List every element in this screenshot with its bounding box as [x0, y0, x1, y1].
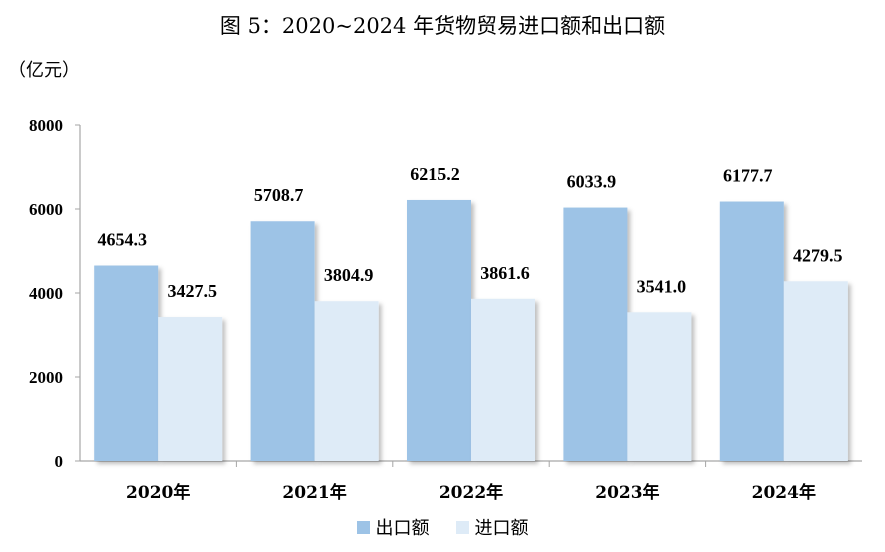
y-tick-label: 6000 [29, 200, 63, 219]
data-label-export: 5708.7 [254, 185, 304, 205]
x-tick-label: 2022年 [439, 482, 503, 503]
data-label-export: 6177.7 [723, 166, 773, 186]
data-label-export: 6215.2 [410, 164, 460, 184]
legend-swatch-export [356, 520, 370, 534]
legend-item-export: 出口额 [356, 514, 430, 540]
bar-export [407, 199, 471, 461]
bar-export [250, 221, 315, 461]
bar-import [783, 281, 848, 461]
x-tick-label: 2024年 [752, 482, 816, 503]
legend-item-import: 进口额 [455, 514, 529, 540]
x-tick-label: 2021年 [282, 482, 346, 503]
y-tick-label: 4000 [29, 284, 63, 303]
legend-swatch-import [455, 520, 469, 534]
bar-export [94, 265, 159, 461]
chart-title: 图 5：2020~2024 年货物贸易进口额和出口额 [219, 14, 666, 38]
bar-import [158, 317, 223, 461]
data-label-import: 3804.9 [324, 265, 374, 285]
data-label-export: 6033.9 [567, 172, 617, 192]
bar-import [627, 312, 692, 461]
bar-export [719, 201, 784, 461]
y-tick-label: 0 [55, 452, 64, 471]
x-tick-label: 2020年 [126, 482, 190, 503]
legend: 出口额 进口额 [0, 514, 885, 540]
bar-import [471, 298, 535, 461]
data-label-import: 4279.5 [793, 245, 843, 265]
legend-label-export: 出口额 [375, 518, 430, 539]
x-tick-label: 2023年 [595, 482, 659, 503]
data-label-export: 4654.3 [97, 230, 147, 250]
bar-export [563, 207, 628, 461]
data-label-import: 3427.5 [167, 281, 217, 301]
y-axis-unit-label: （亿元） [8, 60, 80, 81]
y-tick-label: 2000 [29, 368, 63, 387]
legend-label-import: 进口额 [474, 518, 529, 539]
bars-layer [94, 199, 848, 461]
data-labels-layer: 4654.3 3427.5 5708.7 3804.9 6215.2 3861.6 6033… [97, 164, 842, 301]
data-label-import: 3861.6 [480, 263, 530, 283]
bar-import [314, 301, 379, 461]
axes: 0 2000 4000 6000 8000 2020年 2021年 2022年 2023年 202… [29, 116, 862, 503]
data-label-import: 3541.0 [637, 276, 687, 296]
y-tick-label: 8000 [29, 116, 63, 135]
